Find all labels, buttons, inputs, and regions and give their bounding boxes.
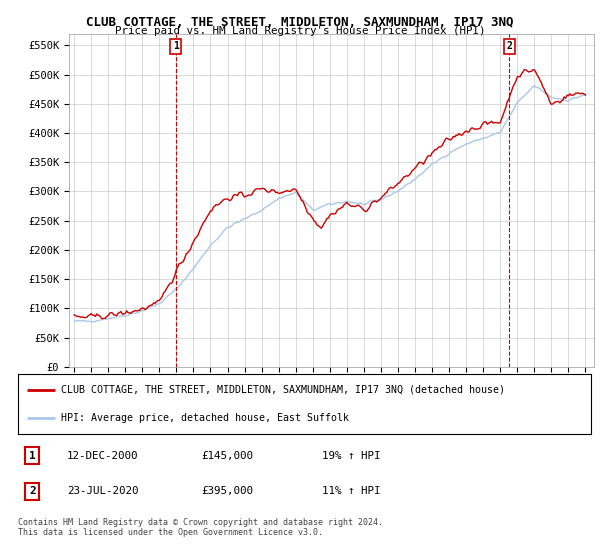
Text: 11% ↑ HPI: 11% ↑ HPI — [322, 486, 380, 496]
Text: £145,000: £145,000 — [202, 451, 253, 461]
Text: 12-DEC-2000: 12-DEC-2000 — [67, 451, 138, 461]
Text: £395,000: £395,000 — [202, 486, 253, 496]
Text: 23-JUL-2020: 23-JUL-2020 — [67, 486, 138, 496]
Text: Contains HM Land Registry data © Crown copyright and database right 2024.
This d: Contains HM Land Registry data © Crown c… — [18, 518, 383, 538]
Text: 2: 2 — [29, 486, 36, 496]
Text: 2: 2 — [506, 41, 512, 52]
Text: Price paid vs. HM Land Registry's House Price Index (HPI): Price paid vs. HM Land Registry's House … — [115, 26, 485, 36]
Text: 19% ↑ HPI: 19% ↑ HPI — [322, 451, 380, 461]
Text: 1: 1 — [29, 451, 36, 461]
Text: 1: 1 — [173, 41, 179, 52]
Text: HPI: Average price, detached house, East Suffolk: HPI: Average price, detached house, East… — [61, 413, 349, 423]
Text: CLUB COTTAGE, THE STREET, MIDDLETON, SAXMUNDHAM, IP17 3NQ: CLUB COTTAGE, THE STREET, MIDDLETON, SAX… — [86, 16, 514, 29]
Text: CLUB COTTAGE, THE STREET, MIDDLETON, SAXMUNDHAM, IP17 3NQ (detached house): CLUB COTTAGE, THE STREET, MIDDLETON, SAX… — [61, 385, 505, 395]
